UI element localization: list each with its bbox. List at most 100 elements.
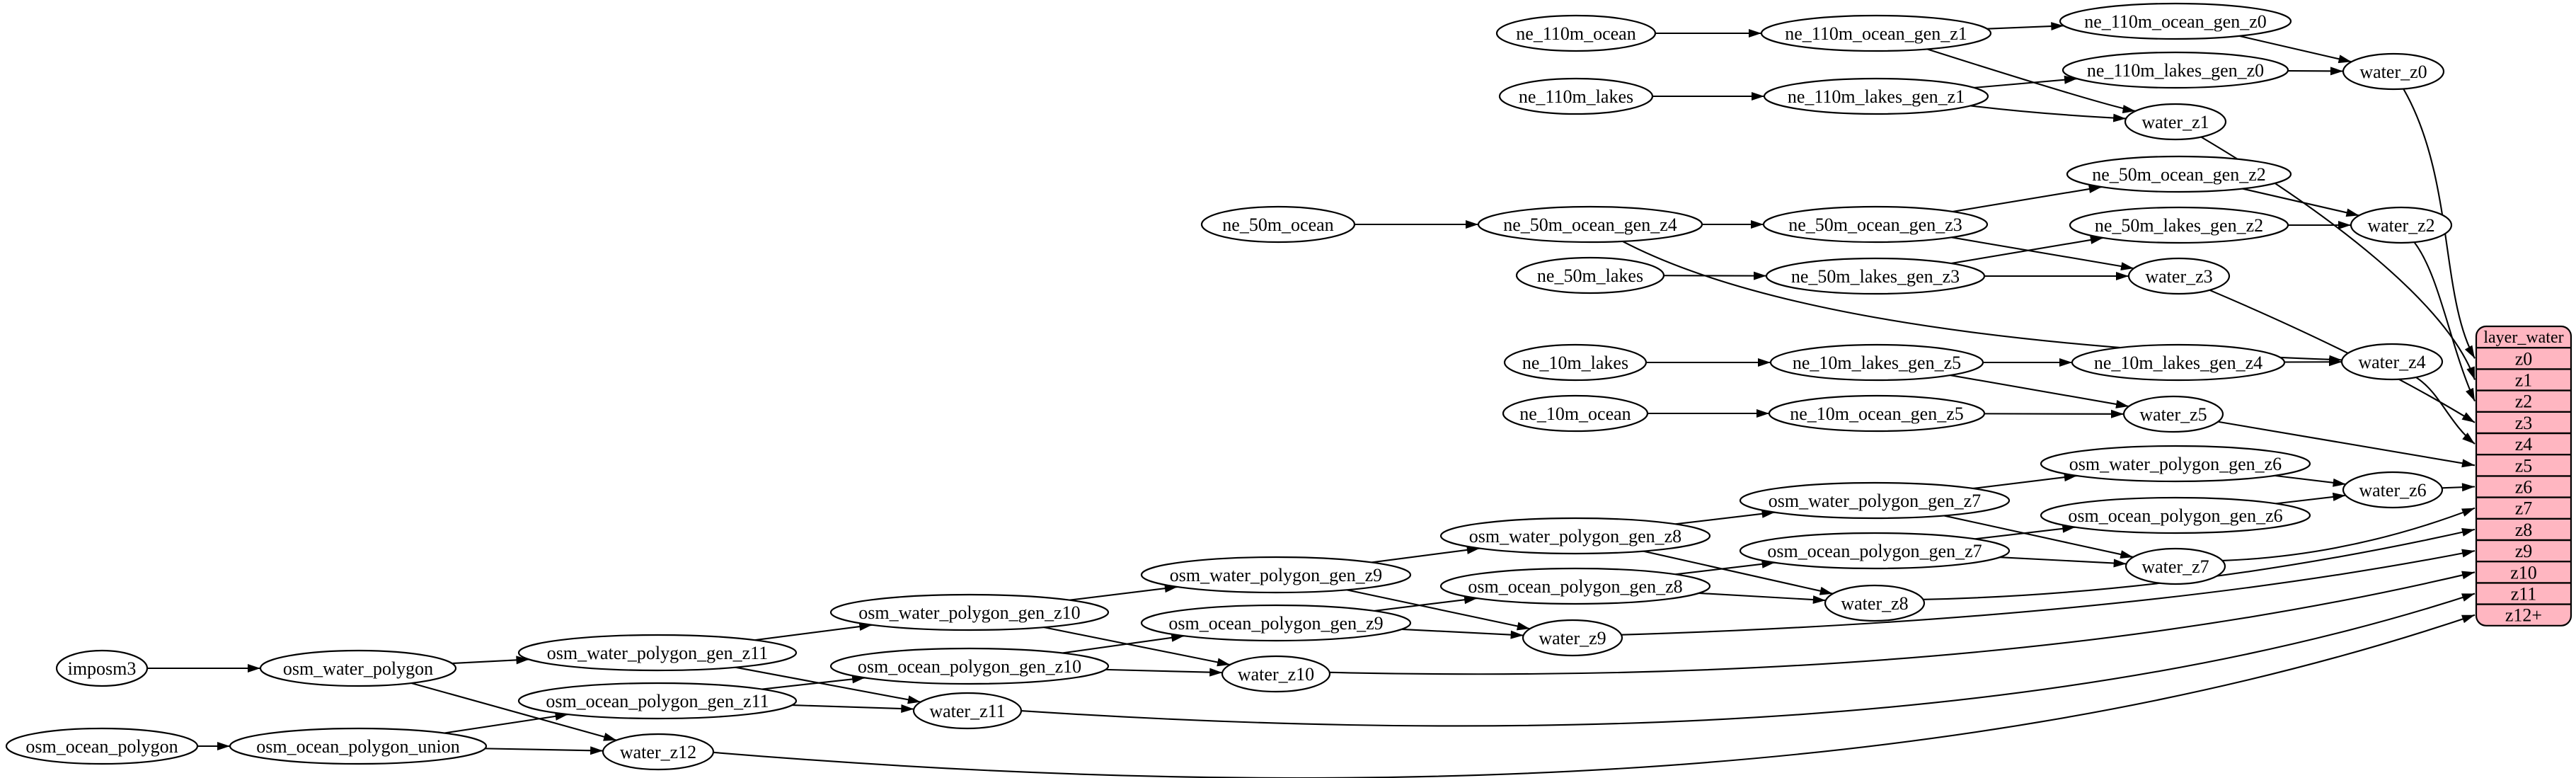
node-label-imposm3: imposm3: [68, 658, 137, 679]
node-water_z10: water_z10: [1221, 655, 1331, 693]
node-water_z1: water_z1: [2124, 103, 2227, 141]
edge-osm_ocean_polygon_gen_z10-to-osm_ocean_polygon_gen_z9: [1062, 633, 1185, 654]
node-ne_10m_lakes: ne_10m_lakes: [1503, 343, 1648, 382]
edge-water_z4-to-layer_water-z4: [2415, 377, 2476, 445]
node-label-ne_110m_ocean_gen_z1: ne_110m_ocean_gen_z1: [1785, 23, 1967, 44]
node-ellipse-ne_50m_ocean: [1200, 205, 1356, 244]
edge-osm_water_polygon_gen_z9-to-osm_water_polygon_gen_z8: [1372, 545, 1480, 564]
node-label-osm_water_polygon_gen_z6: osm_water_polygon_gen_z6: [2069, 454, 2282, 474]
edge-osm_ocean_polygon_gen_z9-to-water_z9: [1401, 628, 1524, 639]
node-ellipse-osm_ocean_polygon_gen_z7: [1739, 532, 2011, 570]
node-ellipse-ne_10m_ocean: [1502, 394, 1649, 433]
node-label-osm_ocean_polygon: osm_ocean_polygon: [25, 736, 178, 757]
edge-osm_ocean_polygon_gen_z9-to-osm_ocean_polygon_gen_z8: [1374, 595, 1478, 612]
table-row-label-z10: z10: [2510, 562, 2537, 583]
edge-osm_ocean_polygon_gen_z11-to-osm_ocean_polygon_gen_z10: [761, 675, 866, 690]
edge-water_z10-to-layer_water-z10: [1329, 571, 2476, 675]
table-row-label-z0: z0: [2515, 348, 2533, 369]
node-label-ne_50m_ocean_gen_z3: ne_50m_ocean_gen_z3: [1788, 214, 1962, 235]
edge-water_z7-to-layer_water-z7: [2222, 507, 2476, 561]
node-label-ne_10m_ocean_gen_z5: ne_10m_ocean_gen_z5: [1790, 404, 1963, 424]
node-ellipse-water_z6: [2342, 471, 2444, 509]
node-ellipse-ne_50m_ocean_gen_z4: [1477, 205, 1703, 244]
node-ellipse-osm_water_polygon: [259, 649, 457, 687]
node-ellipse-ne_110m_ocean_gen_z1: [1760, 14, 1992, 52]
node-ellipse-water_z5: [2122, 395, 2224, 433]
node-water_z11: water_z11: [912, 692, 1023, 730]
node-ellipse-water_z12: [602, 733, 715, 771]
edge-osm_water_polygon_gen_z10-to-water_z10: [1043, 627, 1231, 667]
edge-water_z12-to-layer_water-z12+: [713, 614, 2476, 778]
node-label-ne_50m_lakes: ne_50m_lakes: [1537, 265, 1643, 286]
table-row-label-z6: z6: [2515, 477, 2533, 498]
node-ellipse-ne_50m_ocean_gen_z3: [1762, 205, 1989, 244]
node-layer: ne_110m_ocean ne_110m_ocean_gen_z1 ne_110m…: [5, 2, 2453, 771]
node-label-ne_110m_ocean_gen_z0: ne_110m_ocean_gen_z0: [2084, 11, 2267, 32]
node-osm_ocean_polygon_gen_z11: osm_ocean_polygon_gen_z11: [517, 682, 798, 720]
node-water_z5: water_z5: [2122, 395, 2224, 433]
node-osm_water_polygon_gen_z7: osm_water_polygon_gen_z7: [1739, 481, 2011, 520]
edge-osm_water_polygon_gen_z7-to-osm_water_polygon_gen_z6: [1973, 473, 2077, 490]
edge-ne_110m_ocean_gen_z0-to-water_z0: [2239, 35, 2352, 64]
node-ellipse-water_z0: [2342, 52, 2445, 91]
node-ne_110m_ocean_gen_z0: ne_110m_ocean_gen_z0: [2059, 2, 2292, 40]
node-ellipse-osm_water_polygon_gen_z7: [1739, 481, 2011, 520]
node-ellipse-ne_50m_lakes: [1515, 256, 1665, 294]
node-ne_50m_ocean_gen_z2: ne_50m_ocean_gen_z2: [2066, 155, 2292, 193]
node-label-ne_110m_ocean: ne_110m_ocean: [1516, 23, 1635, 44]
edge-water_z5-to-layer_water-z5: [2218, 421, 2476, 468]
node-label-ne_50m_ocean_gen_z4: ne_50m_ocean_gen_z4: [1503, 214, 1677, 235]
edge-water_z2-to-layer_water-z2: [2413, 241, 2476, 402]
edge-osm_water_polygon_gen_z6-to-water_z6: [2274, 474, 2346, 487]
node-ellipse-osm_ocean_polygon_gen_z9: [1140, 604, 1412, 642]
node-osm_ocean_polygon_gen_z7: osm_ocean_polygon_gen_z7: [1739, 532, 2011, 570]
node-ellipse-water_z7: [2124, 547, 2226, 585]
node-label-water_z5: water_z5: [2139, 404, 2207, 425]
node-ellipse-ne_110m_lakes: [1498, 77, 1654, 115]
node-osm_water_polygon_gen_z11: osm_water_polygon_gen_z11: [517, 634, 798, 672]
node-label-ne_110m_lakes: ne_110m_lakes: [1519, 86, 1633, 107]
edge-water_z6-to-layer_water-z6: [2442, 483, 2476, 492]
edge-osm_ocean_polygon_gen_z8-to-osm_ocean_polygon_gen_z7: [1675, 559, 1775, 576]
node-ellipse-water_z10: [1221, 655, 1331, 693]
node-osm_water_polygon_gen_z9: osm_water_polygon_gen_z9: [1140, 556, 1412, 594]
edge-osm_water_polygon-to-osm_water_polygon_gen_z11: [452, 656, 529, 665]
node-label-water_z10: water_z10: [1238, 664, 1314, 685]
node-ne_10m_ocean: ne_10m_ocean: [1502, 394, 1649, 433]
node-ellipse-ne_10m_lakes: [1503, 343, 1648, 382]
node-water_z4: water_z4: [2340, 343, 2444, 381]
node-label-ne_110m_lakes_gen_z0: ne_110m_lakes_gen_z0: [2087, 60, 2264, 81]
node-label-water_z2: water_z2: [2367, 215, 2434, 236]
node-ellipse-ne_10m_ocean_gen_z5: [1768, 394, 1986, 433]
edge-osm_ocean_polygon_gen_z7-to-water_z7: [1999, 556, 2127, 568]
node-ne_50m_ocean: ne_50m_ocean: [1200, 205, 1356, 244]
node-ne_110m_lakes_gen_z0: ne_110m_lakes_gen_z0: [2062, 51, 2289, 89]
edge-osm_ocean_polygon_gen_z11-to-water_z11: [792, 704, 914, 714]
node-ne_50m_lakes_gen_z3: ne_50m_lakes_gen_z3: [1765, 257, 1986, 295]
edge-water_z9-to-layer_water-z9: [1621, 549, 2476, 636]
node-ne_50m_lakes_gen_z2: ne_50m_lakes_gen_z2: [2069, 206, 2289, 244]
node-label-water_z6: water_z6: [2359, 480, 2426, 500]
node-label-osm_water_polygon_gen_z10: osm_water_polygon_gen_z10: [858, 602, 1080, 623]
node-water_z2: water_z2: [2350, 206, 2453, 244]
node-imposm3: imposm3: [55, 649, 149, 687]
node-ellipse-osm_ocean_polygon_gen_z11: [517, 682, 798, 720]
edge-osm_ocean_polygon_gen_z6-to-water_z6: [2275, 492, 2346, 505]
node-label-osm_ocean_polygon_gen_z6: osm_ocean_polygon_gen_z6: [2068, 505, 2282, 526]
node-label-osm_water_polygon_gen_z9: osm_water_polygon_gen_z9: [1170, 565, 1382, 585]
node-ellipse-water_z3: [2127, 257, 2231, 295]
node-label-water_z4: water_z4: [2358, 352, 2425, 372]
node-ne_110m_ocean: ne_110m_ocean: [1495, 14, 1657, 52]
node-label-water_z9: water_z9: [1539, 628, 1606, 648]
node-label-ne_50m_ocean_gen_z2: ne_50m_ocean_gen_z2: [2092, 164, 2265, 185]
node-osm_ocean_polygon_gen_z9: osm_ocean_polygon_gen_z9: [1140, 604, 1412, 642]
node-ellipse-osm_water_polygon_gen_z6: [2040, 445, 2311, 483]
node-label-water_z0: water_z0: [2359, 62, 2427, 82]
node-ellipse-osm_water_polygon_gen_z9: [1140, 556, 1412, 594]
node-ellipse-osm_ocean_polygon_gen_z6: [2040, 496, 2311, 534]
node-ellipse-osm_ocean_polygon_union: [229, 727, 488, 765]
table-row-label-z1: z1: [2515, 370, 2533, 391]
node-osm_ocean_polygon_gen_z6: osm_ocean_polygon_gen_z6: [2040, 496, 2311, 534]
edge-osm_water_polygon_gen_z7-to-water_z7: [1943, 515, 2134, 559]
node-osm_water_polygon_gen_z6: osm_water_polygon_gen_z6: [2040, 445, 2311, 483]
